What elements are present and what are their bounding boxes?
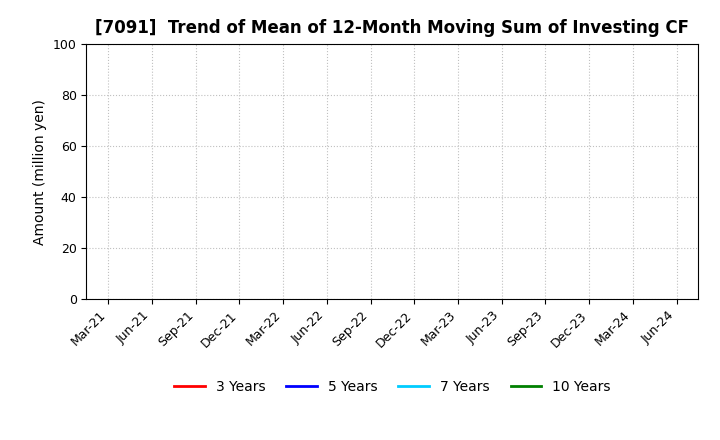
Legend: 3 Years, 5 Years, 7 Years, 10 Years: 3 Years, 5 Years, 7 Years, 10 Years <box>168 374 616 400</box>
Y-axis label: Amount (million yen): Amount (million yen) <box>33 99 48 245</box>
Title: [7091]  Trend of Mean of 12-Month Moving Sum of Investing CF: [7091] Trend of Mean of 12-Month Moving … <box>95 19 690 37</box>
